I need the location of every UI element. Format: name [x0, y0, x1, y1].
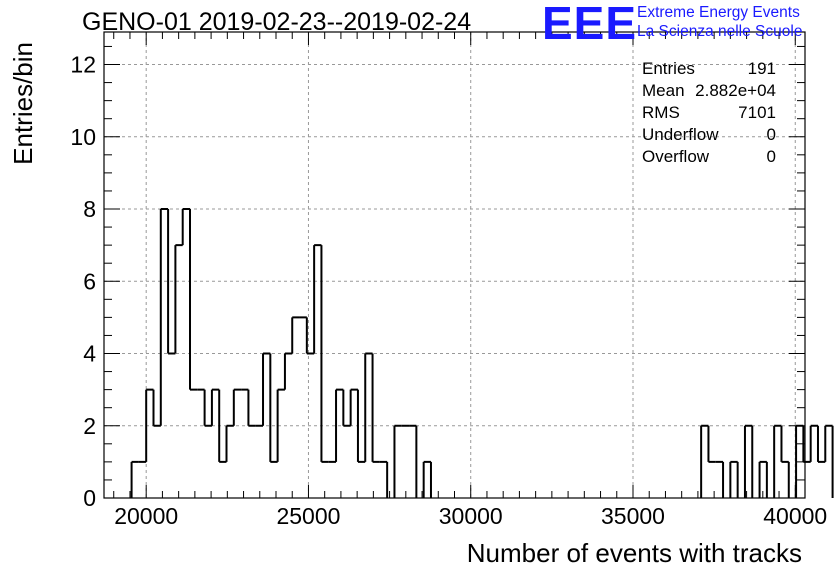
stat-value: 191 — [747, 59, 776, 78]
grid-lines — [104, 32, 805, 498]
eee-logo-text: Extreme Energy Events La Scienza nelle S… — [637, 3, 802, 41]
x-tick-label: 25000 — [276, 503, 340, 529]
y-tick-label: 8 — [83, 196, 96, 222]
stat-value: 7101 — [738, 103, 776, 122]
stat-label: Underflow — [642, 125, 719, 144]
x-tick-label: 20000 — [114, 503, 178, 529]
axis-ticks — [104, 32, 805, 499]
stat-value: 0 — [766, 125, 776, 144]
histogram-series — [130, 208, 834, 498]
eee-logo: EEE — [542, 0, 638, 49]
stat-rms: RMS 7101 — [642, 102, 780, 124]
x-tick-label: 35000 — [601, 503, 665, 529]
y-tick-label: 12 — [70, 52, 96, 78]
stat-label: Overflow — [642, 147, 710, 166]
y-tick-label: 4 — [83, 341, 96, 367]
stat-label: RMS — [642, 103, 680, 122]
stat-entries: Entries 191 — [642, 58, 780, 80]
y-tick-label: 10 — [70, 124, 96, 150]
stat-value: 2.882e+04 — [695, 81, 776, 100]
stat-label: Entries — [642, 59, 695, 78]
stat-value: 0 — [766, 147, 776, 166]
y-axis-label: Entries/bin — [8, 42, 38, 165]
y-tick-label: 6 — [83, 268, 96, 294]
stat-overflow: Overflow 0 — [642, 146, 780, 168]
y-tick-label: 0 — [83, 485, 96, 511]
x-tick-label: 40000 — [763, 503, 827, 529]
stats-box: Entries 191 Mean 2.882e+04 RMS 7101 Unde… — [636, 58, 782, 180]
stat-label: Mean — [642, 81, 685, 100]
logo-line-1: Extreme Energy Events — [637, 4, 800, 21]
logo-line-2: La Scienza nelle Scuole — [637, 23, 803, 40]
chart-title: GENO-01 2019-02-23--2019-02-24 — [82, 8, 472, 36]
x-axis-label: Number of events with tracks — [467, 538, 802, 568]
y-tick-label: 2 — [83, 413, 96, 439]
stat-mean: Mean 2.882e+04 — [642, 80, 780, 102]
stat-underflow: Underflow 0 — [642, 124, 780, 146]
x-tick-label: 30000 — [439, 503, 503, 529]
tick-labels: 20000 25000 30000 35000 40000 0 2 4 6 8 10 12 — [70, 52, 827, 529]
